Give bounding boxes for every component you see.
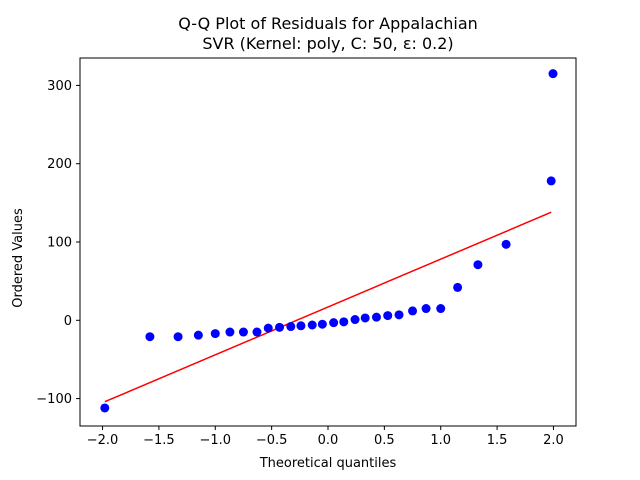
- x-axis-label: Theoretical quantiles: [259, 456, 397, 471]
- data-point-28: [548, 69, 558, 79]
- fit-line: [104, 211, 552, 403]
- data-point-24: [453, 282, 463, 292]
- y-axis-ticks: −100 0 100 200 300: [36, 79, 80, 407]
- data-point-19: [383, 311, 393, 321]
- x-tick-label-2: −1.0: [199, 433, 231, 448]
- data-point-26: [501, 239, 511, 249]
- axes-frame: [79, 57, 577, 427]
- x-tick-label-4: 0.0: [318, 433, 339, 448]
- data-point-11: [296, 321, 306, 331]
- data-point-22: [421, 304, 431, 314]
- x-tick-label-1: −1.5: [143, 433, 175, 448]
- data-point-17: [360, 313, 370, 323]
- x-tick-label-0: −2.0: [87, 433, 119, 448]
- data-point-20: [394, 310, 404, 320]
- y-tick-label-0: −100: [36, 392, 72, 407]
- data-point-27: [546, 176, 556, 186]
- chart-title-line1: Q-Q Plot of Residuals for Appalachian: [178, 14, 478, 33]
- x-tick-label-5: 0.5: [374, 433, 395, 448]
- data-point-7: [252, 327, 262, 337]
- x-axis-ticks: −2.0 −1.5 −1.0 −0.5 0.0 0.5 1.0 1.5 2.0: [87, 426, 564, 448]
- data-point-15: [339, 317, 349, 327]
- y-tick-label-3: 200: [47, 157, 72, 172]
- data-point-9: [275, 322, 285, 332]
- y-tick-label-1: 0: [64, 314, 72, 329]
- data-point-2: [173, 332, 183, 342]
- y-tick-label-2: 100: [47, 236, 72, 251]
- data-point-18: [371, 312, 381, 322]
- data-point-21: [408, 306, 418, 316]
- data-point-4: [210, 329, 220, 339]
- data-point-25: [473, 260, 483, 270]
- data-points: [100, 69, 558, 413]
- x-tick-label-7: 1.5: [487, 433, 508, 448]
- x-tick-label-3: −0.5: [256, 433, 288, 448]
- data-point-14: [329, 318, 339, 328]
- data-point-6: [238, 327, 248, 337]
- x-tick-label-8: 2.0: [543, 433, 564, 448]
- y-tick-label-4: 300: [47, 79, 72, 94]
- x-tick-label-6: 1.0: [430, 433, 451, 448]
- data-point-1: [145, 332, 155, 342]
- data-point-0: [100, 403, 110, 413]
- data-point-23: [436, 304, 446, 314]
- data-point-12: [307, 320, 317, 330]
- data-point-10: [286, 322, 296, 332]
- data-point-3: [193, 330, 203, 340]
- chart-title-line2: SVR (Kernel: poly, C: 50, ε: 0.2): [202, 34, 453, 53]
- fit-line-group: [104, 211, 552, 403]
- data-point-16: [350, 315, 360, 325]
- data-point-8: [263, 323, 273, 333]
- data-point-5: [225, 327, 235, 337]
- y-axis-label: Ordered Values: [11, 208, 26, 308]
- data-point-13: [317, 319, 327, 329]
